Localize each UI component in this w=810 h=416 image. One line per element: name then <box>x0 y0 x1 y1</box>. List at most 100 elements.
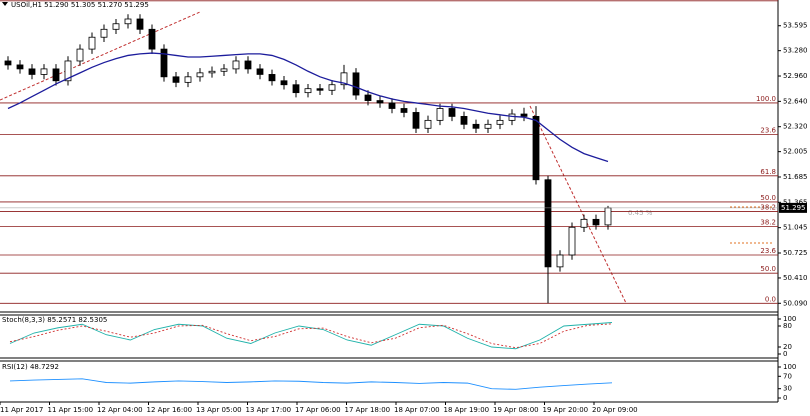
x-tick-label: 17 Apr 06:00 <box>295 406 341 414</box>
candle-body <box>208 70 216 74</box>
candle-body <box>436 108 444 121</box>
last-price-label: 51.295 <box>781 204 806 212</box>
x-tick-label: 18 Apr 19:00 <box>444 406 490 414</box>
trend-line <box>529 105 627 304</box>
candle-body <box>400 108 408 113</box>
candle-body <box>112 23 120 30</box>
candle-body <box>544 179 552 268</box>
x-tick-label: 11 Apr 2017 <box>0 406 43 414</box>
y-tick-label: 50.410 <box>783 274 808 282</box>
candle-body <box>340 72 348 86</box>
candle-body <box>40 68 48 75</box>
fib-label: 0.0 <box>765 0 776 1</box>
stoch-label: Stoch(8,3,3) 85.2571 82.5305 <box>2 316 107 324</box>
candle-body <box>124 18 132 25</box>
candle-body <box>568 226 576 256</box>
candle-body <box>472 123 480 129</box>
candle-body <box>316 88 324 91</box>
candle-body <box>460 116 468 125</box>
candle-body <box>412 112 420 129</box>
y-tick-label: 0 <box>783 394 787 402</box>
candle-body <box>352 72 360 96</box>
x-tick-label: 13 Apr 17:00 <box>246 406 292 414</box>
x-tick-label: 20 Apr 09:00 <box>592 406 638 414</box>
annotation: 0.45 % <box>628 209 653 217</box>
candle-body <box>280 80 288 86</box>
x-tick-label: 19 Apr 08:00 <box>493 406 539 414</box>
candle-body <box>136 18 144 30</box>
candle-body <box>580 218 588 228</box>
candle-body <box>268 74 276 82</box>
y-tick-label: 52.960 <box>783 72 808 80</box>
candle-body <box>220 68 228 72</box>
moving-average <box>7 52 609 163</box>
x-tick-label: 17 Apr 18:00 <box>345 406 391 414</box>
fib-label: 61.8 <box>760 168 776 176</box>
candle-body <box>4 60 12 66</box>
candle-body <box>508 113 516 121</box>
candle-body <box>364 94 372 101</box>
fib-label: 38.2 <box>760 203 776 211</box>
candle-body <box>388 102 396 109</box>
x-tick-label: 12 Apr 04:00 <box>97 406 143 414</box>
y-tick-label: 20 <box>783 343 792 351</box>
candle-body <box>520 113 528 117</box>
candle-body <box>196 72 204 78</box>
y-tick-label: 50.725 <box>783 249 808 257</box>
y-tick-label: 51.045 <box>783 224 808 232</box>
candle-body <box>52 68 60 82</box>
y-tick-label: 51.685 <box>783 173 808 181</box>
chart-title: USOil,H1 51.290 51.305 51.270 51.295 <box>11 1 149 9</box>
y-tick-label: 53.595 <box>783 22 808 30</box>
fib-label: 0.0 <box>765 295 776 303</box>
y-tick-label: 0 <box>783 350 787 358</box>
x-tick-label: 12 Apr 16:00 <box>147 406 193 414</box>
y-tick-label: 53.280 <box>783 47 808 55</box>
candle-body <box>532 116 540 181</box>
candle-body <box>148 28 156 50</box>
candle-body <box>160 48 168 78</box>
candle-body <box>556 254 564 268</box>
candle-body <box>496 119 504 125</box>
candle-body <box>16 64 24 70</box>
y-tick-label: 70 <box>783 372 792 380</box>
y-tick-label: 52.005 <box>783 148 808 156</box>
fib-label: 100.0 <box>756 95 776 103</box>
rsi-line <box>9 378 613 390</box>
menu-arrow <box>2 2 8 6</box>
fib-label: 50.0 <box>760 194 776 202</box>
y-tick-label: 100 <box>783 363 796 371</box>
candle-body <box>604 207 612 226</box>
y-tick-label: 52.320 <box>783 123 808 131</box>
y-tick-label: 52.640 <box>783 97 808 105</box>
last-price-box <box>779 202 807 213</box>
x-tick-label: 18 Apr 07:00 <box>394 406 440 414</box>
y-tick-label: 50.090 <box>783 299 808 307</box>
candle-body <box>76 48 84 62</box>
fib-label: 23.6 <box>760 247 776 255</box>
candle-body <box>424 119 432 129</box>
candle-body <box>484 123 492 129</box>
rsi-label: RSI(12) 48.7292 <box>2 363 59 371</box>
candle-body <box>448 108 456 117</box>
candle-body <box>100 28 108 38</box>
candle-body <box>88 36 96 50</box>
candle-body <box>304 88 312 94</box>
candle-body <box>292 84 300 94</box>
stoch-main <box>9 322 613 350</box>
y-tick-label: 80 <box>783 322 792 330</box>
candle-body <box>28 68 36 75</box>
x-tick-label: 11 Apr 15:00 <box>48 406 94 414</box>
candle-body <box>328 84 336 91</box>
stoch-signal <box>9 323 613 349</box>
candle-body <box>184 76 192 83</box>
fib-label: 38.2 <box>760 218 776 226</box>
candle-body <box>232 60 240 70</box>
candle-body <box>256 68 264 75</box>
y-tick-label: 51.365 <box>783 198 808 206</box>
y-tick-label: 100 <box>783 315 796 323</box>
trend-line <box>0 11 201 101</box>
candle-body <box>172 76 180 83</box>
candle-body <box>244 60 252 70</box>
